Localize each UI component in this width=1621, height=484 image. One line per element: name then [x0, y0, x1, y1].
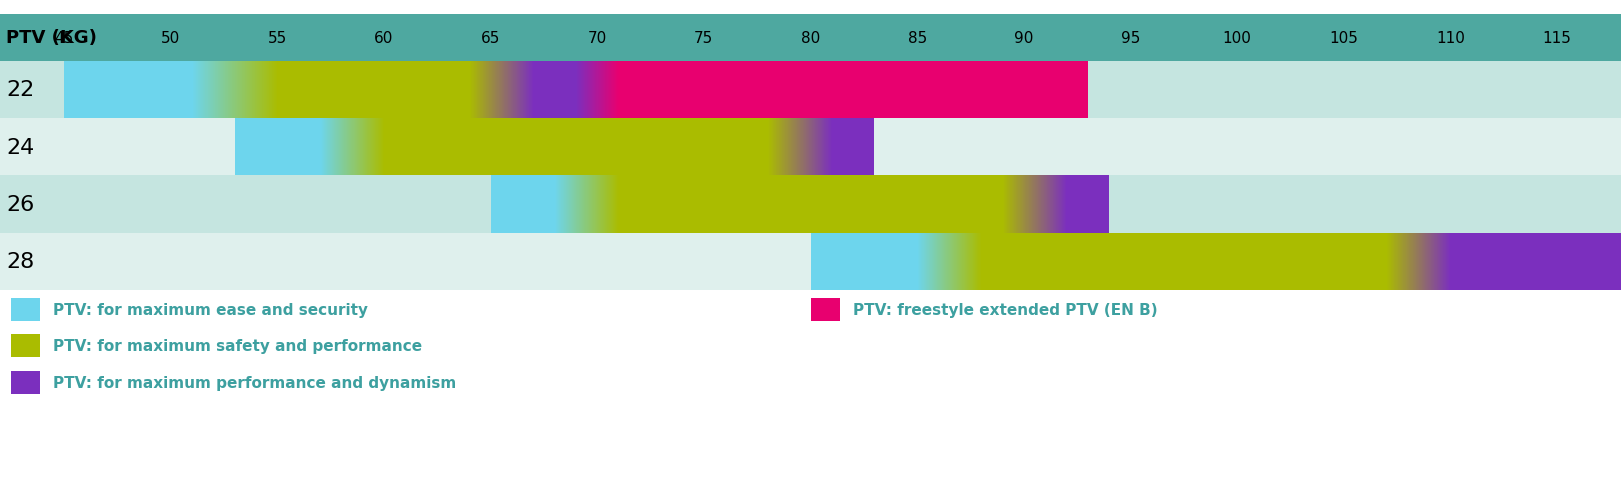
Text: 100: 100	[1222, 30, 1251, 45]
Text: 55: 55	[267, 30, 287, 45]
Bar	[1451, 233, 1621, 290]
Text: 50: 50	[160, 30, 180, 45]
Bar	[11, 371, 41, 394]
Text: 115: 115	[1543, 30, 1571, 45]
Bar	[619, 61, 1088, 119]
Text: 28: 28	[6, 252, 34, 272]
Text: 75: 75	[694, 30, 713, 45]
Bar	[0, 61, 1621, 119]
Text: 90: 90	[1015, 30, 1034, 45]
Text: 65: 65	[481, 30, 501, 45]
Bar	[277, 61, 468, 119]
Bar	[235, 119, 319, 176]
Bar	[491, 176, 554, 233]
Text: 80: 80	[801, 30, 820, 45]
Bar	[1067, 176, 1109, 233]
Bar	[832, 119, 874, 176]
Text: PTV: freestyle extended PTV (EN B): PTV: freestyle extended PTV (EN B)	[853, 302, 1157, 317]
Text: 45: 45	[55, 30, 73, 45]
Bar	[63, 61, 191, 119]
Bar	[0, 233, 1621, 290]
Text: PTV: for maximum performance and dynamism: PTV: for maximum performance and dynamis…	[53, 375, 456, 390]
Text: 26: 26	[6, 195, 34, 214]
Text: 95: 95	[1120, 30, 1140, 45]
Bar	[0, 176, 1621, 233]
Bar	[619, 176, 1002, 233]
Text: PTV: for maximum safety and performance: PTV: for maximum safety and performance	[53, 339, 421, 353]
Bar	[11, 298, 41, 321]
Bar	[981, 233, 1386, 290]
Text: PTV (KG): PTV (KG)	[6, 29, 97, 47]
Bar	[810, 298, 840, 321]
Bar	[533, 61, 575, 119]
Text: 85: 85	[908, 30, 927, 45]
Text: 70: 70	[587, 30, 606, 45]
Bar	[384, 119, 768, 176]
Bar	[11, 334, 41, 358]
Text: 24: 24	[6, 137, 34, 157]
Bar	[0, 15, 1621, 61]
Text: 22: 22	[6, 80, 34, 100]
Text: 105: 105	[1329, 30, 1358, 45]
Text: 110: 110	[1436, 30, 1465, 45]
Bar	[0, 119, 1621, 176]
Text: PTV: for maximum ease and security: PTV: for maximum ease and security	[53, 302, 368, 317]
Bar	[810, 233, 917, 290]
Text: 60: 60	[374, 30, 394, 45]
